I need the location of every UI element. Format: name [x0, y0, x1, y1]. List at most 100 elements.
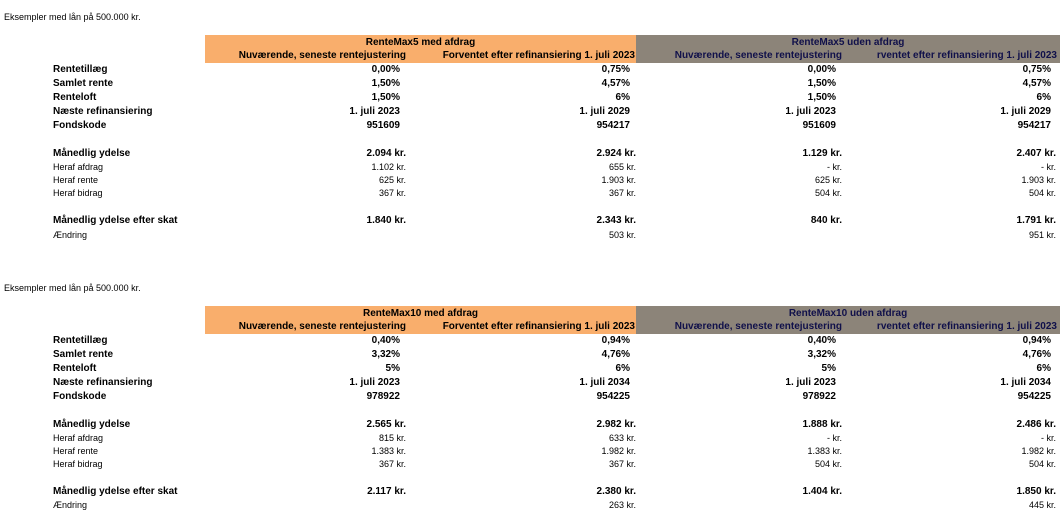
row-label: Rentetillæg [53, 64, 108, 75]
row-label: Samlet rente [53, 78, 114, 89]
cell: 3,32% [371, 349, 400, 360]
row-renteloft: Renteloft 5% 6% 5% 6% [0, 363, 1064, 376]
cell: 625 kr. [378, 175, 406, 185]
row-rentetillaeg: Rentetillæg 0,00% 0,75% 0,00% 0,75% [0, 64, 1064, 77]
cell: 1,50% [807, 92, 836, 103]
cell: 1. juli 2034 [579, 377, 630, 388]
cell: 5% [385, 363, 400, 374]
header-med-afdrag: RenteMax10 med afdrag Nuværende, seneste… [205, 306, 636, 334]
cell: 504 kr. [814, 459, 842, 469]
cell: 1.840 kr. [366, 215, 406, 226]
row-label: Ændring [53, 500, 88, 510]
row-label: Heraf bidrag [53, 188, 103, 198]
cell: 4,57% [601, 78, 630, 89]
cell: 0,75% [1022, 64, 1051, 75]
section-intro: Eksempler med lån på 500.000 kr. [4, 283, 141, 293]
cell: 6% [1036, 363, 1051, 374]
cell: 0,40% [371, 335, 400, 346]
row-label: Heraf rente [53, 446, 99, 456]
row-ydelse-efter-skat: Månedlig ydelse efter skat 1.840 kr. 2.3… [0, 215, 1064, 228]
cell: 1.404 kr. [802, 486, 842, 497]
cell: 954225 [1017, 391, 1051, 402]
cell: 954217 [596, 120, 630, 131]
col-header-current: Nuværende, seneste rentejustering [238, 321, 406, 332]
row-maanedlig-ydelse: Månedlig ydelse 2.094 kr. 2.924 kr. 1.12… [0, 148, 1064, 161]
cell: 1. juli 2029 [579, 106, 630, 117]
cell: 1.129 kr. [802, 148, 842, 159]
row-label: Næste refinansiering [53, 106, 153, 117]
cell: 1. juli 2029 [1000, 106, 1051, 117]
col-header-current: Nuværende, seneste rentejustering [238, 50, 406, 61]
row-label: Månedlig ydelse efter skat [53, 215, 178, 226]
row-samlet-rente: Samlet rente 3,32% 4,76% 3,32% 4,76% [0, 349, 1064, 362]
cell: 3,32% [807, 349, 836, 360]
row-label: Heraf afdrag [53, 433, 104, 443]
cell: 1. juli 2023 [785, 377, 836, 388]
row-label: Månedlig ydelse efter skat [53, 486, 178, 497]
row-heraf-rente: Heraf rente 625 kr. 1.903 kr. 625 kr. 1.… [0, 175, 1064, 188]
cell: 633 kr. [608, 433, 636, 443]
cell: 1.903 kr. [601, 175, 636, 185]
cell: 2.924 kr. [596, 148, 636, 159]
cell: 1,50% [371, 92, 400, 103]
cell: 951 kr. [1028, 230, 1056, 240]
cell: 1.903 kr. [1021, 175, 1056, 185]
cell: - kr. [1041, 162, 1056, 172]
cell: 4,57% [1022, 78, 1051, 89]
cell: 815 kr. [378, 433, 406, 443]
row-label: Fondskode [53, 120, 107, 131]
cell: 1.982 kr. [601, 446, 636, 456]
cell: 840 kr. [810, 215, 842, 226]
cell: 4,76% [601, 349, 630, 360]
cell: 2.380 kr. [596, 486, 636, 497]
col-header-future: Forventet efter refinansiering 1. juli 2… [442, 321, 635, 332]
cell: 655 kr. [608, 162, 636, 172]
cell: 2.117 kr. [367, 486, 406, 497]
cell: 978922 [366, 391, 400, 402]
row-label: Månedlig ydelse [53, 148, 131, 159]
cell: 367 kr. [378, 188, 406, 198]
cell: 367 kr. [378, 459, 406, 469]
col-header-future: Forventet efter refinansiering 1. juli 2… [442, 50, 635, 61]
cell: 1.383 kr. [371, 446, 406, 456]
row-ydelse-efter-skat: Månedlig ydelse efter skat 2.117 kr. 2.3… [0, 486, 1064, 499]
col-header-current: Nuværende, seneste rentejustering [674, 321, 842, 332]
cell: 5% [821, 363, 836, 374]
cell: 1. juli 2023 [349, 377, 400, 388]
row-label: Rentetillæg [53, 335, 108, 346]
cell: 2.982 kr. [596, 419, 636, 430]
cell: 1.888 kr. [802, 419, 842, 430]
header-title: RenteMax5 med afdrag [365, 37, 476, 48]
cell: 2.094 kr. [366, 148, 406, 159]
cell: 2.565 kr. [366, 419, 406, 430]
row-fondskode: Fondskode 951609 954217 951609 954217 [0, 120, 1064, 133]
row-samlet-rente: Samlet rente 1,50% 4,57% 1,50% 4,57% [0, 78, 1064, 91]
cell: 0,75% [601, 64, 630, 75]
row-label: Renteloft [53, 363, 97, 374]
row-label: Samlet rente [53, 349, 114, 360]
row-label: Heraf rente [53, 175, 99, 185]
header-title: RenteMax5 uden afdrag [791, 37, 905, 48]
cell: - kr. [1041, 433, 1056, 443]
cell: 1.850 kr. [1016, 486, 1056, 497]
cell: 367 kr. [608, 188, 636, 198]
cell: 1.102 kr. [371, 162, 406, 172]
row-heraf-afdrag: Heraf afdrag 1.102 kr. 655 kr. - kr. - k… [0, 162, 1064, 175]
row-label: Fondskode [53, 391, 107, 402]
cell: 1.791 kr. [1016, 215, 1056, 226]
cell: 954217 [1017, 120, 1051, 131]
cell: 1. juli 2023 [349, 106, 400, 117]
header-uden-afdrag: RenteMax5 uden afdrag Nuværende, seneste… [636, 35, 1060, 63]
cell: 0,00% [371, 64, 400, 75]
cell: 978922 [802, 391, 836, 402]
row-label: Månedlig ydelse [53, 419, 131, 430]
cell: 1. juli 2023 [785, 106, 836, 117]
row-heraf-bidrag: Heraf bidrag 367 kr. 367 kr. 504 kr. 504… [0, 188, 1064, 201]
row-fondskode: Fondskode 978922 954225 978922 954225 [0, 391, 1064, 404]
header-title: RenteMax10 med afdrag [362, 308, 479, 319]
cell: 2.343 kr. [596, 215, 636, 226]
cell: 1,50% [371, 78, 400, 89]
cell: 1.383 kr. [807, 446, 842, 456]
row-rentetillaeg: Rentetillæg 0,40% 0,94% 0,40% 0,94% [0, 335, 1064, 348]
cell: 503 kr. [608, 230, 636, 240]
